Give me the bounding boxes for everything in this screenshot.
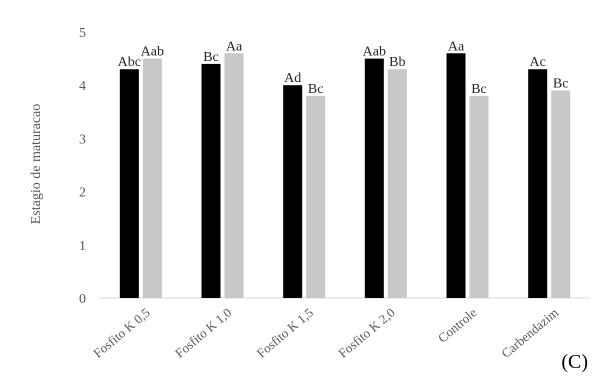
data-label: Ac: [530, 55, 546, 70]
bar-series-1: [364, 58, 384, 298]
bar-series-2: [469, 95, 489, 298]
data-label: Bc: [553, 77, 569, 92]
bar-series-2: [142, 58, 162, 298]
data-label: Ad: [284, 71, 301, 86]
x-tick-label: Carbendazim: [498, 305, 561, 361]
y-tick-label: 1: [79, 239, 86, 254]
x-tick-label: Fosfito K 1,0: [172, 305, 234, 361]
x-tick-label: Controle: [435, 305, 480, 346]
y-tick-label: 4: [79, 79, 86, 94]
data-label: Aa: [448, 39, 465, 54]
panel-label: (C): [561, 351, 588, 373]
y-tick-label: 3: [79, 132, 86, 147]
x-tick-label: Fosfito K 1,5: [254, 305, 316, 361]
bar-series-2: [224, 53, 244, 298]
data-label: Bc: [471, 82, 487, 97]
data-label: Abc: [118, 55, 141, 70]
bar-series-1: [528, 69, 548, 299]
data-label: Bc: [308, 82, 324, 97]
bar-series-1: [283, 85, 303, 298]
data-label: Aa: [226, 39, 243, 54]
y-tick-label: 0: [79, 292, 86, 307]
y-tick-label: 5: [79, 26, 86, 41]
data-label: Aab: [363, 45, 386, 60]
bar-series-1: [446, 53, 466, 298]
bar-series-2: [306, 95, 326, 298]
data-label: Aab: [141, 45, 164, 60]
y-tick-label: 2: [79, 186, 86, 201]
bar-series-1: [119, 69, 139, 299]
x-tick-label: Fosfito K 2,0: [335, 305, 397, 361]
bar-series-1: [201, 63, 221, 298]
data-label: Bc: [203, 50, 219, 65]
y-axis-label: Estagio de maturacao: [29, 104, 44, 225]
bar-series-2: [551, 90, 571, 299]
data-label: Bb: [389, 55, 405, 70]
bar-series-2: [387, 69, 407, 299]
x-tick-label: Fosfito K 0,5: [90, 305, 152, 361]
